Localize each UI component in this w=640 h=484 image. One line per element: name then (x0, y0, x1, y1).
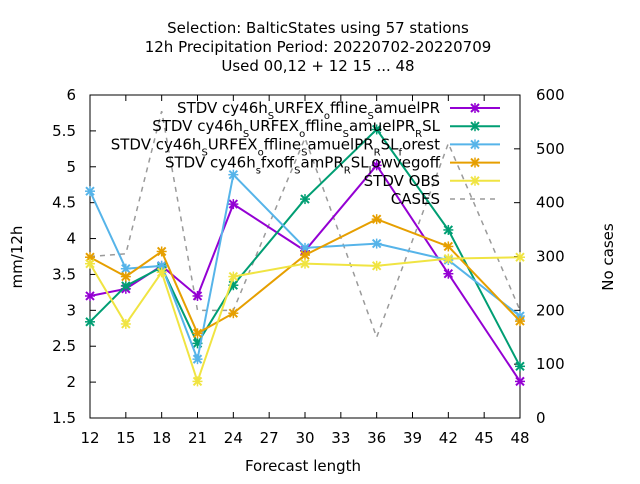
legend-entry: STDV cy46hSURFEXofflineSamuelPR (177, 99, 500, 122)
y-tick-label: 4.5 (52, 194, 76, 212)
x-tick-label: 21 (188, 429, 207, 447)
legend-label: STDV cy46hsfxoffSamPRRSLlowvegoff (165, 154, 441, 177)
x-axis-label: Forecast length (245, 457, 361, 475)
data-point (371, 238, 382, 249)
data-point (515, 316, 525, 327)
legend-marker (470, 121, 480, 132)
x-tick-label: 12 (80, 429, 99, 447)
data-point (443, 224, 454, 235)
legend-label: STDV cy46hSURFEXofflineSamuelPRRSL (152, 117, 440, 140)
y2-tick-label: 600 (536, 86, 565, 104)
data-point (85, 258, 95, 269)
x-tick-label: 39 (403, 429, 422, 447)
data-point (300, 258, 310, 269)
series-layer (85, 110, 525, 387)
data-point (156, 267, 167, 278)
data-point (228, 199, 239, 210)
data-point (515, 252, 525, 263)
y2-tick-label: 300 (536, 248, 565, 266)
data-point (443, 253, 454, 264)
data-point (371, 260, 382, 271)
y-tick-label: 2.5 (52, 337, 76, 355)
y2-tick-label: 500 (536, 140, 565, 158)
legend-label: STDV cy46hSURFEXofflineSamuelPRRSLforest (111, 135, 440, 158)
x-tick-label: 48 (510, 429, 529, 447)
y-tick-label: 1.5 (52, 409, 76, 427)
title-line-3: Used 00,12 + 12 15 ... 48 (221, 57, 414, 75)
data-point (371, 160, 382, 171)
x-tick-label: 18 (152, 429, 171, 447)
y-tick-label: 4 (66, 230, 76, 248)
data-point (192, 354, 203, 365)
data-point (228, 169, 239, 180)
legend-marker (470, 103, 480, 113)
series-4 (85, 252, 525, 387)
series-line (89, 256, 521, 385)
data-point (85, 290, 95, 301)
data-point (371, 214, 382, 225)
legend-entry: STDV cy46hSURFEXofflineSamuelPRRSLforest (111, 135, 500, 158)
y2-tick-label: 0 (536, 409, 546, 427)
x-tick-label: 33 (331, 429, 350, 447)
plot-axes: 12 15 18 21 24 27 30 33 36 39 42 45 48 1.5 2 2.5 3 3.5 4 4.… (52, 86, 565, 447)
legend-entry: STDV cy46hsfxoffSamPRRSLlowvegoff (165, 154, 500, 177)
legend-marker (470, 157, 480, 168)
legend-label: STDV OBS (364, 172, 440, 190)
y-axis-label: mm/12h (8, 226, 26, 289)
data-point (371, 124, 382, 135)
data-point (85, 186, 95, 197)
legend-entry: CASES (391, 190, 500, 208)
data-point (228, 308, 239, 319)
x-tick-label: 15 (116, 429, 135, 447)
data-point (120, 318, 131, 329)
data-point (443, 268, 454, 279)
data-point (120, 280, 131, 291)
legend-marker (470, 175, 480, 186)
legend-label: STDV cy46hSURFEXofflineSamuelPR (177, 99, 440, 122)
data-point (120, 263, 131, 274)
y-tick-label: 2 (66, 373, 76, 391)
y2-tick-label: 200 (536, 301, 565, 319)
data-point (192, 290, 203, 301)
x-tick-label: 27 (260, 429, 279, 447)
title-line-2: 12h Precipitation Period: 20220702-20220… (145, 38, 492, 56)
y2-tick-label: 400 (536, 194, 565, 212)
data-point (192, 376, 203, 387)
legend-label: CASES (391, 190, 440, 208)
data-point (192, 328, 203, 339)
data-point (85, 316, 95, 327)
y-tick-label: 3.5 (52, 265, 76, 283)
x-tick-label: 24 (224, 429, 243, 447)
x-tick-label: 36 (367, 429, 386, 447)
x-tick-label: 45 (475, 429, 494, 447)
data-point (515, 376, 525, 387)
legend-entry: STDV OBS (364, 172, 500, 190)
x-tick-label: 42 (439, 429, 458, 447)
y-tick-label: 5 (66, 158, 76, 176)
data-point (228, 271, 239, 282)
y-tick-label: 5.5 (52, 122, 76, 140)
data-point (515, 361, 525, 372)
chart-title: Selection: BalticStates using 57 station… (145, 19, 492, 75)
data-point (120, 271, 131, 282)
y2-axis-label: No cases (599, 223, 617, 291)
y2-tick-label: 100 (536, 355, 565, 373)
x-tick-label: 30 (295, 429, 314, 447)
legend-entry: STDV cy46hSURFEXofflineSamuelPRRSL (152, 117, 500, 140)
data-point (156, 246, 167, 257)
series-line (89, 218, 521, 335)
series-3 (85, 214, 525, 339)
data-point (300, 194, 310, 205)
y-tick-label: 6 (66, 86, 76, 104)
data-point (443, 241, 454, 252)
title-line-1: Selection: BalticStates using 57 station… (167, 19, 469, 37)
legend-marker (470, 139, 480, 150)
y-tick-label: 3 (66, 301, 76, 319)
data-point (300, 250, 310, 261)
